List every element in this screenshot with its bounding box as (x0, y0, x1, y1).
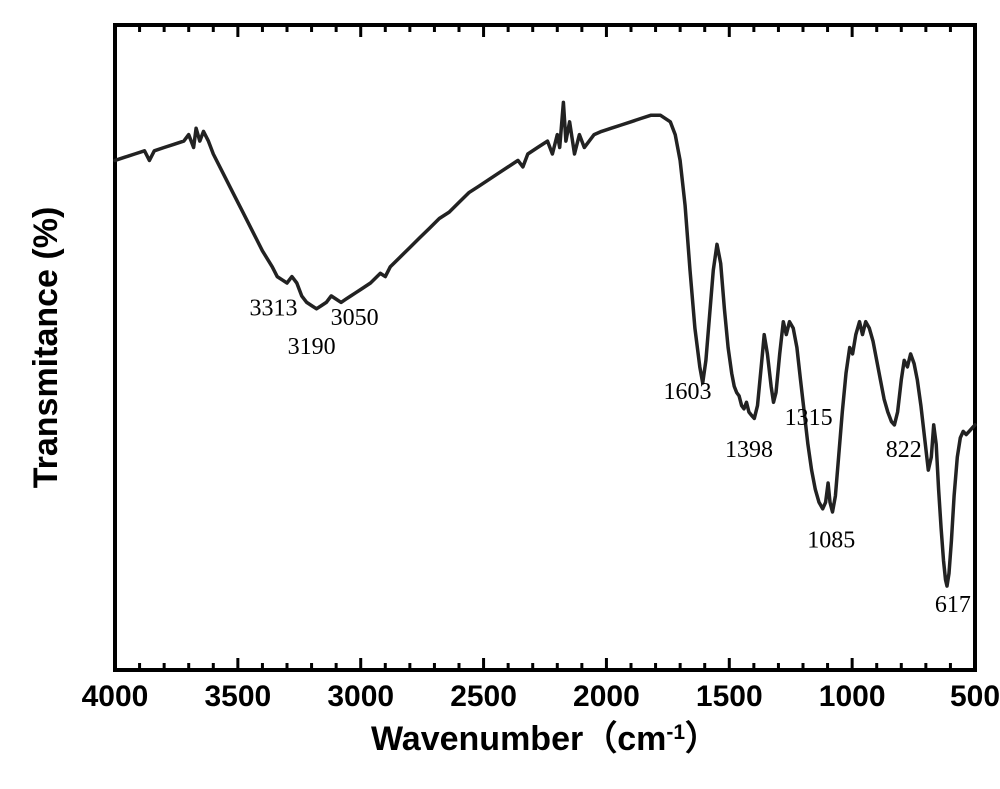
xtick-label: 2000 (573, 680, 640, 713)
chart-container: 4000 3500 3000 2500 2000 1500 1000 500 3313 3190 3… (0, 0, 1000, 789)
xtick-label: 500 (950, 680, 1000, 713)
xtick-label: 3000 (327, 680, 394, 713)
peak-label: 3190 (288, 334, 336, 360)
peak-label: 3050 (331, 305, 379, 331)
xtick-label: 1000 (819, 680, 886, 713)
peak-label: 1315 (785, 405, 833, 431)
peak-label: 1603 (664, 379, 712, 405)
peak-label: 822 (886, 437, 922, 463)
peak-label: 1398 (725, 437, 773, 463)
peak-label: 1085 (807, 527, 855, 553)
ftir-spectrum-chart: 4000 3500 3000 2500 2000 1500 1000 500 3313 3190 3… (0, 0, 1000, 789)
xtick-label: 2500 (450, 680, 517, 713)
y-axis-label: Transmitance (%) (27, 207, 65, 489)
peak-label: 617 (935, 592, 971, 618)
xtick-label: 1500 (696, 680, 763, 713)
peak-label: 3313 (249, 295, 297, 321)
xtick-label: 3500 (204, 680, 271, 713)
xtick-label: 4000 (82, 680, 149, 713)
